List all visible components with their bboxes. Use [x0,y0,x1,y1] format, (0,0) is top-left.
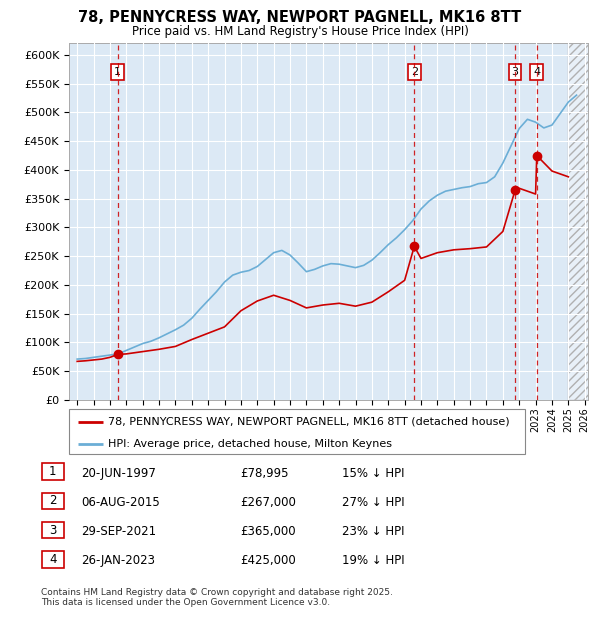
Text: 4: 4 [533,67,541,77]
Text: 3: 3 [512,67,518,77]
Text: 3: 3 [49,524,56,536]
Text: 78, PENNYCRESS WAY, NEWPORT PAGNELL, MK16 8TT (detached house): 78, PENNYCRESS WAY, NEWPORT PAGNELL, MK1… [108,417,509,427]
FancyBboxPatch shape [42,551,64,568]
Text: 23% ↓ HPI: 23% ↓ HPI [342,525,404,538]
Text: 06-AUG-2015: 06-AUG-2015 [81,496,160,508]
Text: 26-JAN-2023: 26-JAN-2023 [81,554,155,567]
Text: £267,000: £267,000 [240,496,296,508]
Text: 27% ↓ HPI: 27% ↓ HPI [342,496,404,508]
Text: £425,000: £425,000 [240,554,296,567]
Text: HPI: Average price, detached house, Milton Keynes: HPI: Average price, detached house, Milt… [108,439,392,449]
Text: 2: 2 [49,495,56,507]
FancyBboxPatch shape [42,521,64,538]
FancyBboxPatch shape [69,409,525,454]
Text: 78, PENNYCRESS WAY, NEWPORT PAGNELL, MK16 8TT: 78, PENNYCRESS WAY, NEWPORT PAGNELL, MK1… [79,10,521,25]
Text: 20-JUN-1997: 20-JUN-1997 [81,467,156,479]
Text: Price paid vs. HM Land Registry's House Price Index (HPI): Price paid vs. HM Land Registry's House … [131,25,469,37]
Text: 15% ↓ HPI: 15% ↓ HPI [342,467,404,479]
Text: 1: 1 [114,67,121,77]
Text: 1: 1 [49,466,56,478]
Text: £78,995: £78,995 [240,467,289,479]
Text: Contains HM Land Registry data © Crown copyright and database right 2025.
This d: Contains HM Land Registry data © Crown c… [41,588,392,607]
FancyBboxPatch shape [42,492,64,510]
Text: 29-SEP-2021: 29-SEP-2021 [81,525,156,538]
Text: 4: 4 [49,553,56,565]
Text: £365,000: £365,000 [240,525,296,538]
FancyBboxPatch shape [42,464,64,480]
Text: 2: 2 [411,67,418,77]
Bar [568,43,593,400]
Bar [568,43,593,400]
Text: 19% ↓ HPI: 19% ↓ HPI [342,554,404,567]
